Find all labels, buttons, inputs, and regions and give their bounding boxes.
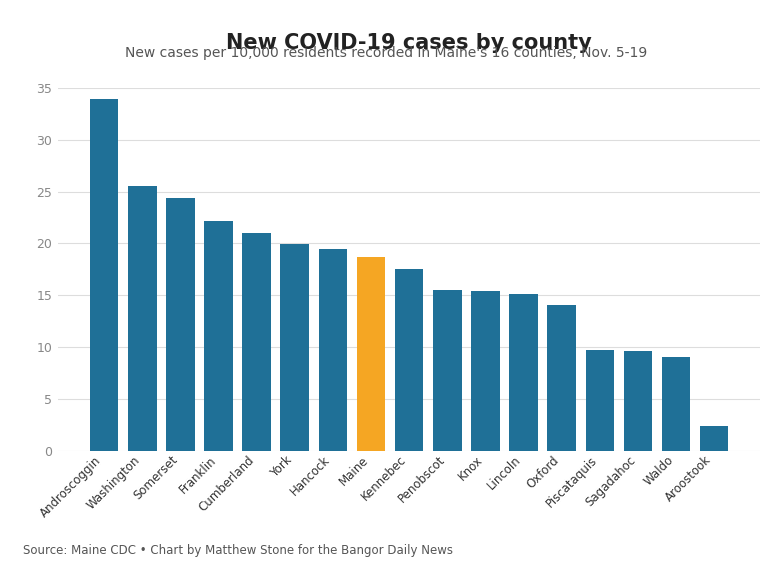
Bar: [700, 426, 729, 451]
Bar: [624, 351, 652, 451]
Bar: [510, 294, 538, 451]
Bar: [166, 198, 195, 451]
Bar: [128, 187, 157, 451]
Title: New COVID-19 cases by county: New COVID-19 cases by county: [226, 33, 592, 53]
Bar: [662, 357, 690, 451]
Bar: [357, 257, 385, 451]
Bar: [319, 248, 347, 451]
Text: New cases per 10,000 residents recorded in Maine's 16 counties, Nov. 5-19: New cases per 10,000 residents recorded …: [125, 45, 647, 60]
Bar: [471, 291, 499, 451]
Bar: [585, 350, 614, 451]
Bar: [90, 99, 118, 451]
Bar: [205, 221, 233, 451]
Bar: [433, 290, 462, 451]
Bar: [394, 269, 424, 451]
Bar: [280, 244, 309, 451]
Text: Source: Maine CDC • Chart by Matthew Stone for the Bangor Daily News: Source: Maine CDC • Chart by Matthew Sto…: [23, 544, 453, 557]
Bar: [242, 233, 271, 451]
Bar: [547, 304, 576, 451]
